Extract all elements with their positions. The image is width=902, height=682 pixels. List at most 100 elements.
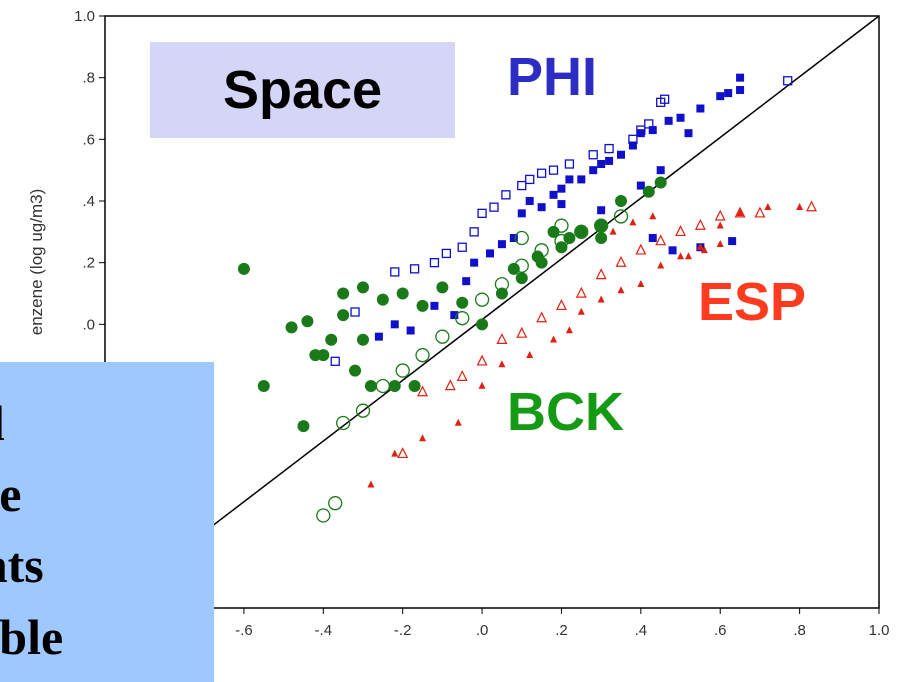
data-point-bck-open xyxy=(514,258,529,273)
data-point-bck-filled xyxy=(357,333,369,346)
data-point-esp-open xyxy=(595,268,607,280)
phi-group-label: PHI xyxy=(507,47,598,107)
data-point-esp-filled xyxy=(629,218,637,226)
data-point-bck-filled xyxy=(257,380,270,392)
data-point-phi-filled xyxy=(617,150,625,159)
data-point-phi-filled xyxy=(605,156,614,165)
data-point-bck-filled xyxy=(595,219,608,232)
data-point-phi-filled xyxy=(648,234,657,242)
data-point-esp-open xyxy=(635,243,647,255)
data-point-bck-filled xyxy=(595,232,608,244)
data-point-esp-open xyxy=(575,286,587,298)
data-point-esp-filled xyxy=(577,307,585,315)
data-point-bck-filled xyxy=(337,309,350,322)
data-point-esp-filled xyxy=(716,221,724,229)
data-point-esp-open xyxy=(754,206,766,218)
data-point-phi-open xyxy=(489,202,499,212)
data-point-phi-open xyxy=(525,174,535,185)
data-point-esp-open xyxy=(694,218,706,230)
x-tick-label: .8 xyxy=(793,622,806,639)
note-line-1: odel xyxy=(0,398,5,448)
data-point-esp-filled xyxy=(391,449,399,457)
x-tick-label: .6 xyxy=(714,622,727,639)
model-note-box: odel mate esents semble xyxy=(0,362,214,682)
data-point-phi-filled xyxy=(462,277,471,286)
data-point-esp-filled xyxy=(736,209,744,217)
data-point-esp-open xyxy=(536,311,548,323)
data-point-bck-filled xyxy=(416,299,429,312)
data-point-esp-open xyxy=(655,234,667,246)
data-point-bck-open xyxy=(594,218,609,233)
data-point-bck-open xyxy=(613,209,629,224)
data-point-esp-filled xyxy=(498,360,506,368)
data-point-phi-filled xyxy=(390,320,399,329)
data-point-bck-open xyxy=(514,230,529,246)
y-tick-label: .8 xyxy=(82,70,95,87)
data-point-bck-filled xyxy=(456,296,469,309)
data-point-phi-open xyxy=(477,208,487,218)
data-point-bck-open xyxy=(554,233,569,249)
data-point-phi-filled xyxy=(450,311,459,320)
note-line-2: mate xyxy=(0,466,22,522)
x-tick-label: .0 xyxy=(476,622,489,639)
data-point-esp-filled xyxy=(478,381,486,389)
x-tick-label: .4 xyxy=(635,622,648,639)
data-point-esp-open xyxy=(714,209,726,221)
data-point-esp-open xyxy=(444,379,456,391)
data-point-phi-filled xyxy=(470,258,479,267)
data-point-phi-filled xyxy=(517,209,526,218)
data-point-phi-open xyxy=(588,150,598,160)
data-point-phi-open xyxy=(536,168,547,178)
data-point-phi-filled xyxy=(565,175,574,184)
data-point-bck-filled xyxy=(654,176,667,189)
data-point-phi-filled xyxy=(557,184,566,193)
data-point-phi-filled xyxy=(406,326,415,335)
data-point-bck-open xyxy=(574,224,589,239)
data-point-esp-filled xyxy=(550,335,558,343)
data-point-phi-filled xyxy=(676,113,685,122)
data-point-phi-open xyxy=(330,356,340,366)
data-point-bck-open xyxy=(336,415,351,431)
data-point-esp-filled xyxy=(597,295,605,303)
data-point-phi-open xyxy=(441,248,452,259)
x-tick-label: 1.0 xyxy=(869,622,890,639)
y-tick-label: .4 xyxy=(82,193,95,210)
data-point-phi-filled xyxy=(374,332,383,341)
data-point-bck-filled xyxy=(357,281,369,294)
data-point-phi-filled xyxy=(597,160,606,168)
data-point-bck-filled xyxy=(364,380,377,392)
note-line-4: semble xyxy=(0,609,64,665)
data-point-phi-open xyxy=(409,264,420,274)
data-point-bck-open xyxy=(328,496,343,511)
data-point-bck-filled xyxy=(325,333,338,346)
reference-line xyxy=(104,15,880,609)
data-point-phi-open xyxy=(783,76,793,86)
data-point-phi-open xyxy=(636,125,646,135)
data-point-esp-filled xyxy=(419,434,427,442)
data-point-bck-filled xyxy=(476,318,489,331)
data-point-esp-open xyxy=(476,354,488,366)
data-point-phi-filled xyxy=(497,240,506,249)
data-point-bck-filled xyxy=(515,272,528,285)
data-point-esp-open xyxy=(555,299,567,311)
data-point-phi-filled xyxy=(509,234,518,242)
data-point-esp-filled xyxy=(526,350,534,358)
data-point-phi-filled xyxy=(716,92,725,101)
data-point-bck-open xyxy=(355,403,371,418)
data-point-esp-open xyxy=(615,255,627,267)
data-point-phi-filled xyxy=(656,166,665,175)
data-point-bck-filled xyxy=(301,315,314,328)
data-point-esp-filled xyxy=(696,243,704,251)
data-point-bck-filled xyxy=(563,232,576,244)
data-point-phi-open xyxy=(517,180,527,191)
data-point-esp-filled xyxy=(657,261,665,269)
data-point-phi-filled xyxy=(684,129,693,138)
data-point-bck-open xyxy=(554,218,569,233)
data-point-phi-filled xyxy=(537,203,546,212)
data-point-bck-filled xyxy=(237,262,250,275)
data-point-bck-filled xyxy=(376,293,389,306)
data-point-phi-filled xyxy=(696,104,705,113)
data-point-esp-open xyxy=(496,333,508,344)
data-point-bck-open xyxy=(316,508,331,523)
